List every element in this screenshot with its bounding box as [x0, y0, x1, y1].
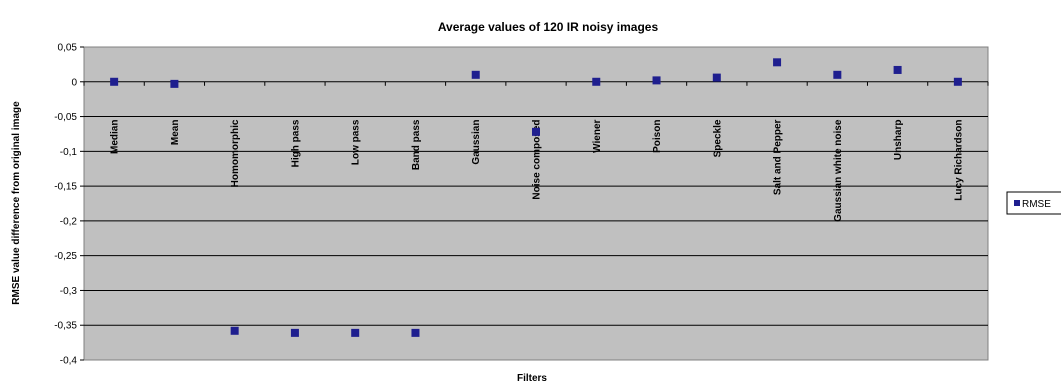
legend-label: RMSE [1022, 199, 1051, 210]
data-point [592, 77, 601, 86]
data-point [351, 328, 360, 337]
y-axis-ticks: 0,05 0 -0,05 -0,1 -0,15 -0,2 -0,25 -0,3 -0,35 -0,… [54, 43, 84, 367]
category-label: Mean [170, 120, 181, 146]
category-label: Poison [652, 120, 663, 153]
y-tick-label: -0,05 [54, 112, 77, 123]
data-point [471, 70, 480, 79]
category-label: Speckle [712, 119, 723, 157]
data-point [833, 70, 842, 79]
y-tick-label: -0,4 [60, 356, 78, 367]
data-point [652, 76, 661, 85]
category-label: Median [110, 120, 121, 154]
data-point [170, 79, 179, 88]
data-points [110, 58, 962, 337]
plot-area [83, 46, 989, 361]
y-tick-label: -0,1 [60, 147, 78, 158]
category-label: Noise composed [532, 120, 543, 200]
chart-title: Average values of 120 IR noisy images [438, 20, 659, 34]
legend: RMSE [1006, 191, 1061, 215]
y-axis-label: RMSE value difference from original imag… [11, 101, 22, 305]
legend-marker [1014, 200, 1020, 206]
category-label: Salt and Pepper [773, 119, 784, 195]
data-point [773, 58, 782, 67]
data-point [411, 328, 420, 337]
category-label: Band pass [411, 119, 422, 170]
y-tick-label: 0 [71, 77, 77, 88]
data-point [110, 77, 119, 86]
y-tick-label: -0,35 [54, 321, 77, 332]
data-point [953, 77, 962, 86]
category-label: Unsharp [893, 120, 904, 161]
y-tick-label: 0,05 [58, 43, 78, 54]
category-labels: Median Mean Homomorphic High pass Low pass Ba… [110, 119, 965, 222]
category-label: Gaussian white noise [833, 119, 844, 222]
y-tick-label: -0,2 [60, 216, 78, 227]
category-label: Low pass [351, 119, 362, 165]
legend-box [1006, 191, 1061, 215]
y-tick-label: -0,25 [54, 251, 77, 262]
category-label: Lucy Richardson [953, 120, 964, 201]
category-label: Gaussian [471, 120, 482, 165]
data-point [893, 65, 902, 74]
y-tick-label: -0,3 [60, 286, 78, 297]
data-point [712, 73, 721, 82]
category-label: Homomorphic [230, 119, 241, 187]
data-point [290, 328, 299, 337]
category-label: High pass [290, 119, 301, 167]
category-label: Wiener [592, 119, 603, 152]
x-axis-label: Filters [517, 373, 547, 384]
data-point [230, 326, 239, 335]
grid-lines [83, 81, 989, 326]
data-point [532, 127, 540, 136]
y-tick-label: -0,15 [54, 182, 77, 193]
